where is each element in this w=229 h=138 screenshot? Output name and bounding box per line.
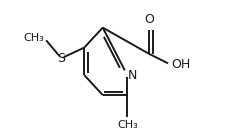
Text: CH₃: CH₃ [116, 120, 137, 130]
Text: OH: OH [170, 58, 189, 71]
Text: S: S [57, 52, 65, 65]
Text: CH₃: CH₃ [24, 33, 44, 43]
Text: N: N [128, 69, 137, 82]
Text: O: O [143, 13, 153, 26]
